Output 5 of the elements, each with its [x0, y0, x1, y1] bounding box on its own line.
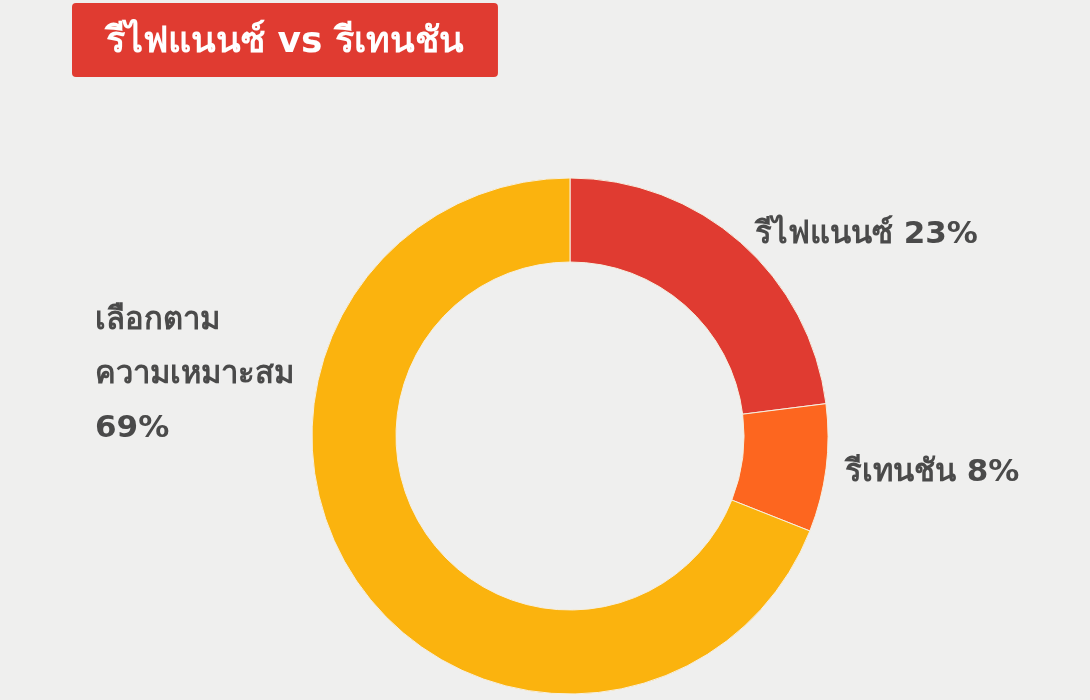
slice-label: รีเทนชัน 8% — [843, 452, 1020, 489]
data-label: 69% — [95, 407, 170, 444]
slice-label: เลือกตาม ความเหมาะสม — [95, 299, 294, 390]
slice-label: รีไฟแนนซ์ 23% — [753, 213, 978, 250]
chart-title: รีไฟแนนซ์ vs รีเทนชัน — [104, 17, 464, 60]
